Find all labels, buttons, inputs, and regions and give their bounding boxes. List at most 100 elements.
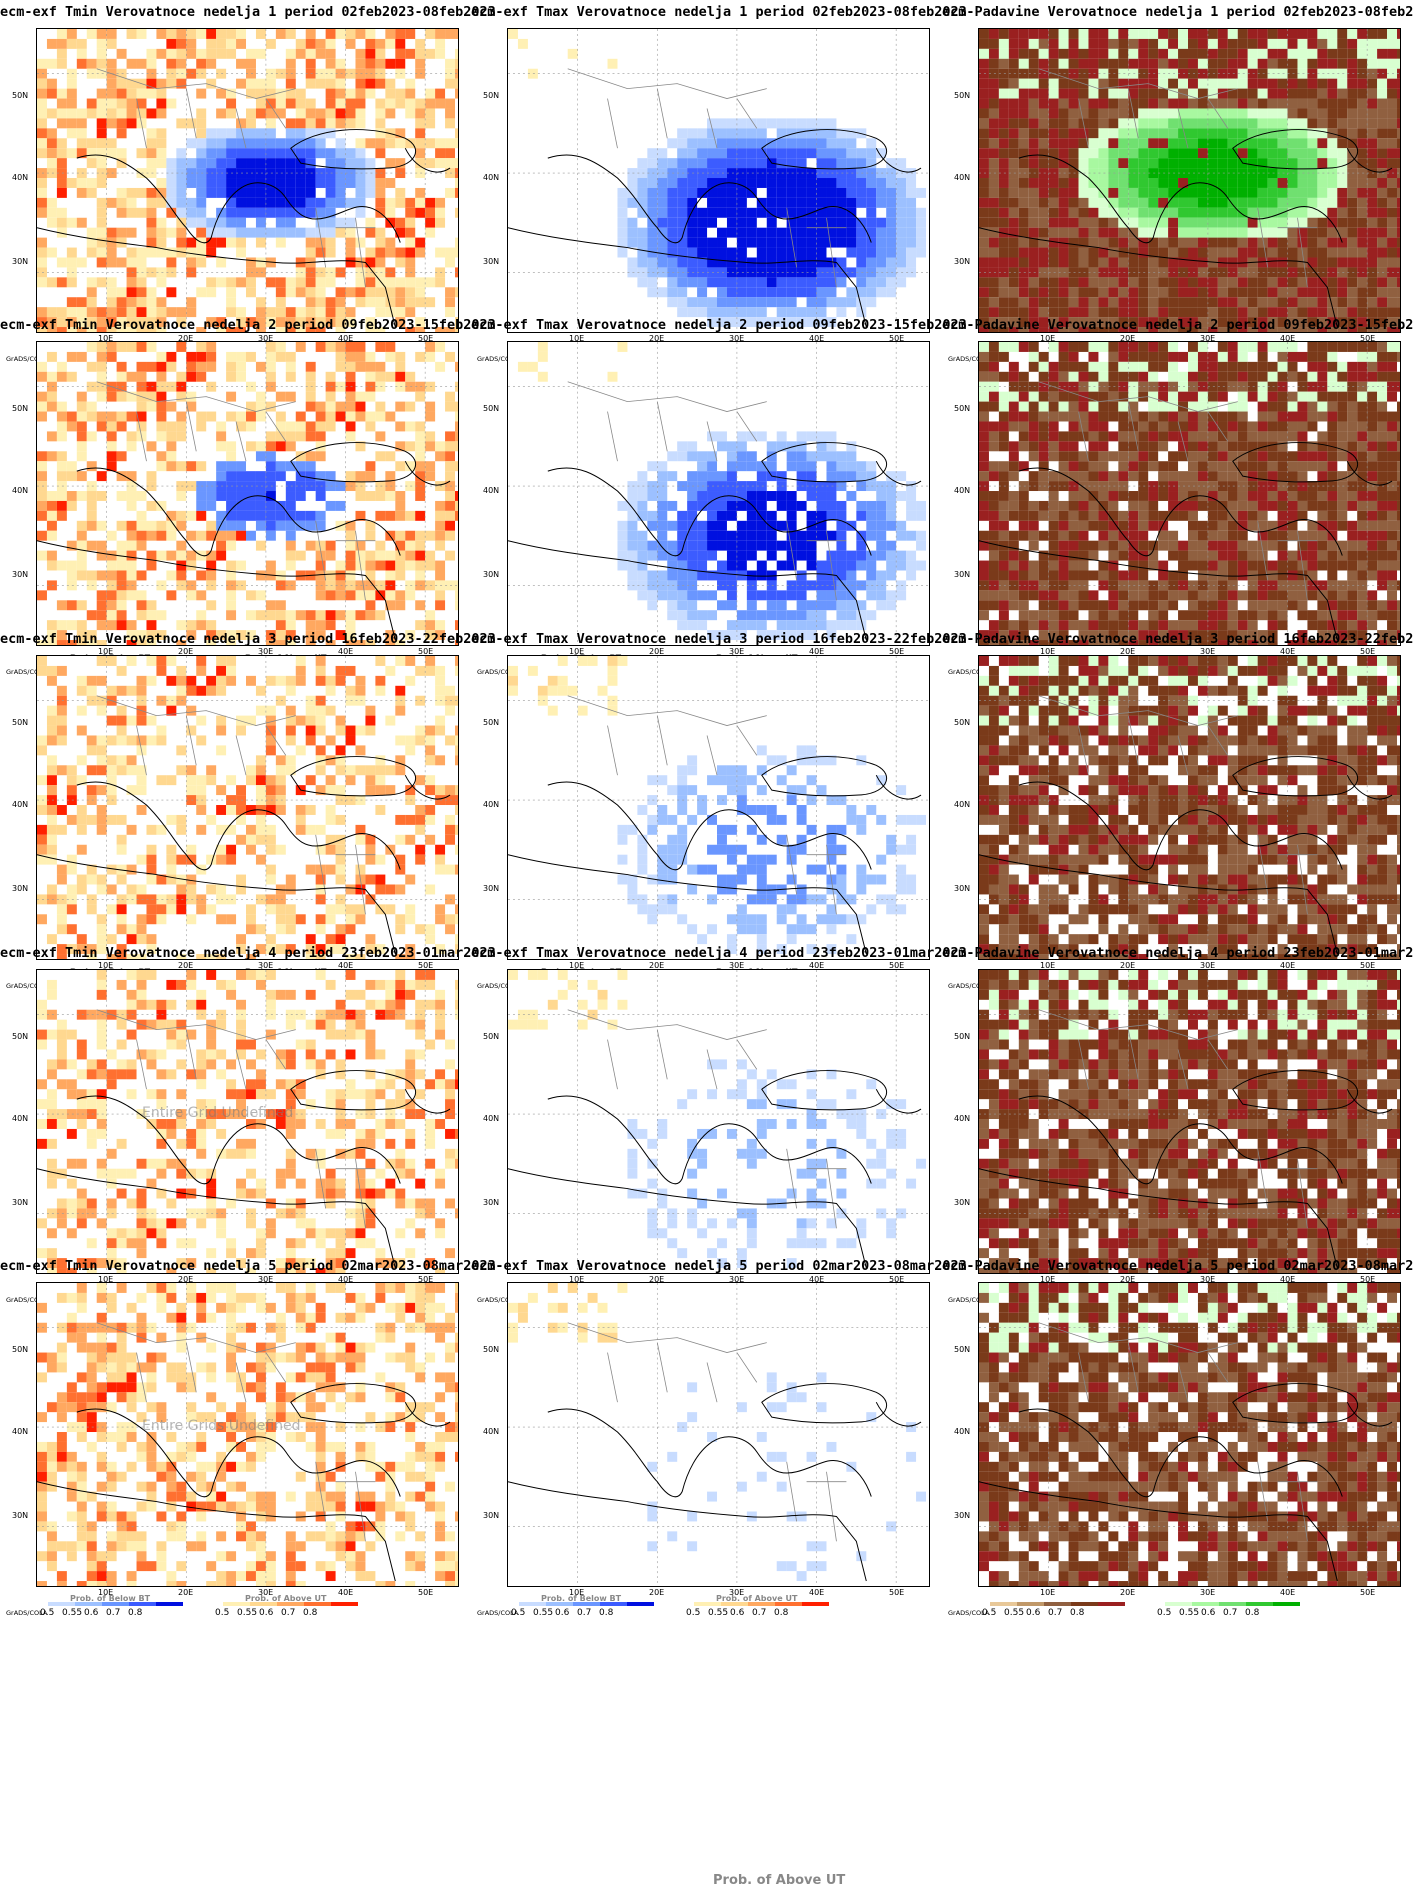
forecast-panel: ecm-exf Tmin Verovatnoce nedelja 5 perio… [0,1254,496,1633]
longitude-label: 10E [1040,961,1056,970]
longitude-label: 50E [889,961,905,970]
bottom-legend-note: Prob. of Above UT [713,1873,846,1888]
panel-title: ecm-exf Tmax Verovatnoce nedelja 1 perio… [471,4,967,20]
legend-value: 0.5 [686,1608,701,1618]
latitude-label: 40N [483,486,500,495]
longitude-label: 40E [338,1588,354,1597]
longitude-label: 10E [569,961,585,970]
legend-value: 0.8 [599,1608,614,1618]
legend-title: Prob. of Above UT [716,1594,798,1603]
legend-value: 0.6 [1026,1608,1041,1618]
legend-value: 0.55 [1004,1608,1025,1618]
undefined-grid-watermark: Entire Grid Undefined [142,1105,294,1121]
latitude-label: 50N [483,404,500,413]
panel-title: ecm-exf Tmin Verovatnoce nedelja 4 perio… [0,945,496,961]
longitude-label: 10E [1040,334,1056,343]
latitude-label: 30N [954,570,971,579]
longitude-label: 30E [1200,1588,1216,1597]
longitude-label: 10E [569,1588,585,1597]
legend-value: 0.6 [1201,1608,1216,1618]
probability-map [36,341,459,646]
longitude-label: 20E [649,1275,665,1284]
panel-title: ecm-exf Tmax Verovatnoce nedelja 5 perio… [471,1258,967,1274]
longitude-label: 40E [809,1588,825,1597]
forecast-panel: ecm-exf Tmax Verovatnoce nedelja 3 perio… [471,627,967,1006]
latitude-label: 40N [954,173,971,182]
grads-credit: GrADS/COLA [948,1296,990,1304]
longitude-label: 10E [1040,647,1056,656]
latitude-label: 40N [12,1114,29,1123]
probability-map [978,341,1401,646]
undefined-grid-watermark: Entire Grids Undefined [142,1418,301,1434]
latitude-label: 30N [12,884,29,893]
legend-value: 0.55 [237,1608,258,1618]
latitude-label: 30N [954,257,971,266]
longitude-label: 10E [98,647,114,656]
legend-value: 0.8 [1070,1608,1085,1618]
longitude-label: 40E [809,334,825,343]
legend-value: 0.7 [1048,1608,1063,1618]
longitude-label: 10E [569,647,585,656]
latitude-label: 40N [483,800,500,809]
longitude-label: 50E [1360,647,1376,656]
latitude-label: 30N [483,257,500,266]
longitude-label: 10E [98,961,114,970]
probability-map [978,969,1401,1274]
panel-title: ecm-Padavine Verovatnoce nedelja 1 perio… [942,4,1413,20]
panel-title: ecm-exf Tmin Verovatnoce nedelja 1 perio… [0,4,496,20]
legend-value: 0.8 [128,1608,143,1618]
longitude-label: 40E [1280,647,1296,656]
grads-credit: GrADS/COLA [477,982,519,990]
legend-value: 0.5 [1157,1608,1172,1618]
latitude-label: 40N [954,800,971,809]
longitude-label: 20E [178,1275,194,1284]
latitude-label: 30N [12,1198,29,1207]
forecast-panel: ecm-exf Tmax Verovatnoce nedelja 4 perio… [471,941,967,1320]
longitude-label: 30E [258,334,274,343]
latitude-label: 50N [954,1032,971,1041]
legend-value: 0.5 [215,1608,230,1618]
legend-value: 0.8 [774,1608,789,1618]
probability-map: Entire Grids Undefined [36,1282,459,1587]
longitude-label: 50E [418,1588,434,1597]
legend-colorbar [694,1602,829,1606]
probability-map [978,28,1401,333]
legend-value: 0.55 [1179,1608,1200,1618]
longitude-label: 20E [1120,1275,1136,1284]
legend-colorbar [990,1602,1125,1606]
longitude-label: 40E [809,1275,825,1284]
longitude-label: 20E [178,334,194,343]
latitude-label: 30N [483,884,500,893]
latitude-label: 50N [12,91,29,100]
longitude-label: 30E [1200,1275,1216,1284]
latitude-label: 50N [12,1032,29,1041]
latitude-label: 50N [954,91,971,100]
longitude-label: 40E [809,961,825,970]
probability-map [507,28,930,333]
latitude-label: 30N [954,1511,971,1520]
legend-value: 0.6 [730,1608,745,1618]
probability-map [978,655,1401,960]
legend-value: 0.8 [1245,1608,1260,1618]
legend-value: 0.7 [281,1608,296,1618]
grads-credit: GrADS/COLA [6,982,48,990]
latitude-label: 50N [12,1345,29,1354]
grads-credit: GrADS/COLA [477,1609,519,1617]
latitude-label: 40N [954,1427,971,1436]
longitude-label: 50E [1360,334,1376,343]
latitude-label: 30N [12,570,29,579]
latitude-label: 40N [954,1114,971,1123]
latitude-label: 30N [954,1198,971,1207]
forecast-panel: ecm-Padavine Verovatnoce nedelja 5 perio… [942,1254,1413,1633]
forecast-panel: ecm-exf Tmax Verovatnoce nedelja 5 perio… [471,1254,967,1633]
longitude-label: 20E [649,647,665,656]
panel-title: ecm-exf Tmin Verovatnoce nedelja 5 perio… [0,1258,496,1274]
panel-title: ecm-Padavine Verovatnoce nedelja 2 perio… [942,317,1413,333]
grads-credit: GrADS/COLA [948,1609,990,1617]
forecast-panel: ecm-Padavine Verovatnoce nedelja 1 perio… [942,0,1413,379]
latitude-label: 50N [954,404,971,413]
longitude-label: 30E [729,647,745,656]
longitude-label: 30E [729,334,745,343]
forecast-panel: ecm-exf Tmin Verovatnoce nedelja 1 perio… [0,0,496,379]
